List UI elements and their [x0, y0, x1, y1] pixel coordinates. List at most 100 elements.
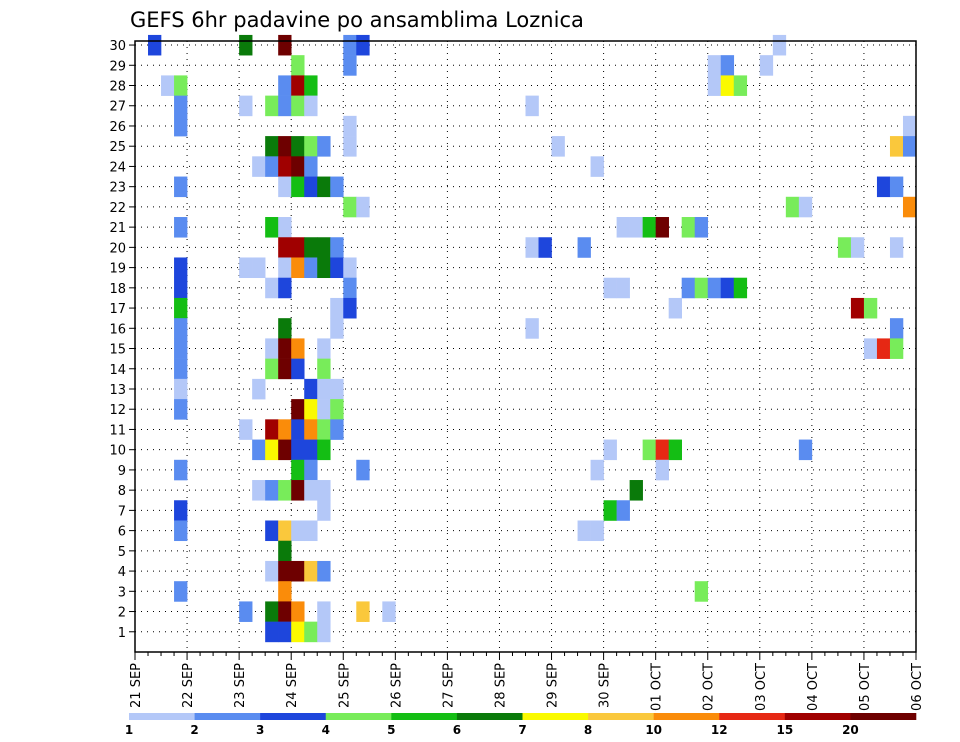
heatmap-cell: [317, 399, 331, 420]
heatmap-cell: [356, 34, 370, 56]
heatmap-cell: [317, 439, 331, 461]
heatmap-cell: [304, 480, 318, 501]
heatmap-cell: [733, 277, 748, 299]
heatmap-cell: [603, 500, 617, 521]
legend-label: 5: [387, 723, 395, 737]
heatmap-cell: [174, 318, 188, 339]
heatmap-cell: [291, 520, 305, 542]
y-tick-label: 12: [109, 403, 126, 418]
heatmap-cell: [304, 378, 318, 400]
y-tick-label: 13: [109, 383, 126, 398]
heatmap-cell: [330, 399, 344, 420]
heatmap-cell: [291, 338, 305, 359]
heatmap-cell: [174, 378, 188, 400]
heatmap-cell: [707, 55, 722, 76]
heatmap-cell: [343, 115, 357, 137]
heatmap-cell: [291, 75, 305, 96]
heatmap-cell: [720, 55, 735, 76]
y-tick-label: 7: [118, 504, 126, 519]
heatmap-cell: [291, 399, 305, 420]
y-tick-label: 1: [118, 626, 126, 641]
plot-frame: [134, 40, 917, 653]
heatmap-cell: [304, 156, 318, 177]
heatmap-cell: [889, 136, 904, 157]
heatmap-cell: [681, 277, 696, 299]
heatmap-cell: [174, 520, 188, 542]
heatmap-cell: [590, 156, 604, 177]
heatmap-cell: [317, 338, 331, 359]
heatmap-cells: [148, 34, 917, 643]
heatmap-cell: [265, 601, 279, 622]
heatmap-cell: [655, 439, 669, 461]
heatmap-cell: [278, 338, 292, 359]
heatmap-cell: [291, 419, 305, 440]
heatmap-cell: [252, 480, 266, 501]
x-axis: 21 SEP 22 SEP 23 SEP 24 SEP 25 SEP 26 SEP 27 S…: [129, 652, 925, 711]
heatmap-cell: [278, 75, 292, 96]
heatmap-cell: [356, 601, 370, 622]
legend-swatch: [456, 713, 523, 720]
heatmap-cell: [291, 257, 305, 279]
heatmap-cell: [265, 520, 279, 542]
legend-swatch: [194, 713, 261, 720]
heatmap-cell: [278, 621, 292, 643]
heatmap-cell: [304, 136, 318, 157]
heatmap-cell: [343, 55, 357, 76]
heatmap-cell: [174, 581, 188, 602]
y-tick-label: 11: [109, 423, 126, 438]
y-tick-label: 24: [109, 160, 126, 175]
y-tick-label: 22: [109, 201, 126, 216]
heatmap-cell: [291, 95, 305, 117]
heatmap-cell: [265, 621, 279, 643]
heatmap-cell: [304, 399, 318, 420]
y-tick-label: 5: [118, 545, 126, 560]
legend-label: 6: [453, 723, 461, 737]
heatmap-cell: [785, 196, 800, 218]
heatmap-cell: [629, 480, 643, 501]
heatmap-cell: [304, 176, 318, 198]
heatmap-cell: [278, 520, 292, 542]
heatmap-cell: [304, 459, 318, 481]
heatmap-cell: [902, 196, 917, 218]
heatmap-cell: [525, 318, 539, 339]
legend-swatch: [588, 713, 654, 720]
heatmap-cell: [317, 480, 331, 501]
heatmap-cell: [239, 257, 253, 279]
heatmap-cell: [304, 237, 318, 258]
y-tick-label: 2: [118, 606, 126, 621]
heatmap-cell: [278, 257, 292, 279]
heatmap-cell: [772, 34, 787, 56]
heatmap-cell: [902, 136, 917, 157]
gridlines: [134, 41, 917, 652]
heatmap-cell: [525, 237, 539, 258]
heatmap-cell: [902, 115, 917, 137]
heatmap-cell: [889, 237, 904, 258]
heatmap-cell: [837, 237, 852, 258]
heatmap-cell: [889, 176, 904, 198]
heatmap-cell: [265, 358, 279, 380]
heatmap-cell: [278, 277, 292, 299]
heatmap-cell: [889, 338, 904, 359]
y-tick-label: 14: [109, 363, 126, 378]
heatmap-cell: [278, 34, 292, 56]
heatmap-cell: [252, 257, 266, 279]
y-axis: 1234567891011121314151617181920212223242…: [109, 39, 135, 641]
heatmap-cell: [265, 560, 279, 582]
heatmap-cell: [265, 338, 279, 359]
heatmap-cell: [655, 217, 669, 238]
heatmap-cell: [278, 439, 292, 461]
heatmap-cell: [278, 136, 292, 157]
heatmap-cell: [278, 581, 292, 602]
heatmap-cell: [174, 176, 188, 198]
heatmap-cell: [317, 601, 331, 622]
heatmap-cell: [265, 439, 279, 461]
heatmap-cell: [798, 196, 813, 218]
heatmap-cell: [720, 277, 735, 299]
heatmap-cell: [720, 75, 735, 96]
y-tick-label: 21: [109, 221, 126, 236]
heatmap-cell: [317, 237, 331, 258]
heatmap-cell: [278, 176, 292, 198]
heatmap-cell: [265, 419, 279, 440]
heatmap-cell: [278, 318, 292, 339]
x-tick-label: 01 OCT: [650, 663, 665, 711]
